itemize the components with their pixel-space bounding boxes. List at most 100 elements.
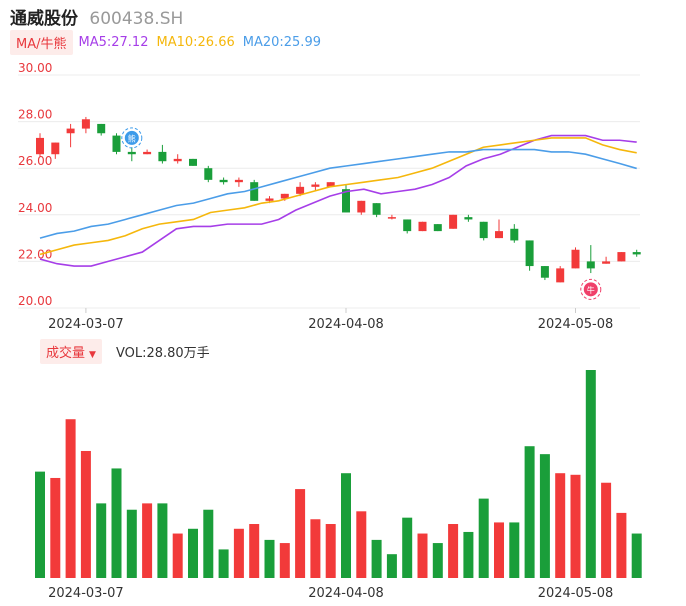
ma-legend: MA/牛熊 MA5:27.12 MA10:26.66 MA20:25.99 [10,29,329,55]
volume-bar [585,370,596,578]
ma20-label: MA20:25.99 [242,34,321,50]
candle-body [449,214,458,229]
volume-bar [371,539,382,578]
volume-bar [249,524,260,578]
stock-title: 通威股份 600438.SH [10,4,183,29]
volume-bar [65,419,76,578]
x-tick-label: 2024-04-08 [308,586,384,601]
volume-legend: 成交量 ▼ VOL:28.80万手 [40,338,210,364]
candle-body [127,151,136,155]
candle-body [556,268,565,283]
ma10-line [39,137,637,256]
volume-bar [172,533,183,578]
ma5-line [39,134,637,267]
candle-body [66,128,75,134]
volume-bar [96,503,107,578]
volume-bar [35,471,45,578]
signal-marker-ring [580,278,602,300]
volume-bar [616,512,627,578]
candle-body [250,182,259,201]
x-tick-label: 2024-05-08 [538,586,614,601]
signal-marker-ring [121,127,143,149]
candle-body [525,240,534,267]
candle-body [219,179,228,183]
candle-body [632,252,641,255]
candle-body [97,123,106,134]
volume-bar [188,528,198,578]
candle-body [479,221,488,239]
volume-value: VOL:28.80万手 [115,345,210,361]
volume-bar [111,468,122,578]
volume-indicator-dropdown[interactable]: 成交量 ▼ [40,338,102,364]
candle-body [51,142,60,155]
y-tick-label: 26.00 [18,154,52,168]
candle-body [602,261,611,264]
volume-bar [80,450,91,578]
candle-body [464,217,473,220]
volume-bar [570,474,581,578]
moving-average-lines [39,134,637,267]
volume-bar [356,511,367,578]
candle-body [36,137,44,155]
date-axis: 2024-03-07 2024-04-08 2024-05-08 [48,308,613,332]
ma5-label: MA5:27.12 [78,34,149,50]
volume-toggle-label: 成交量 [46,345,86,361]
volume-bar [50,477,61,578]
signal-marker-dot [124,130,139,145]
y-tick-label: 20.00 [18,294,52,308]
price-grid [18,74,640,309]
candle-body [342,189,350,213]
candle-body [387,217,396,219]
candle-body [586,261,595,269]
signal-marker-dot [583,282,598,297]
volume-bar [494,522,504,578]
candle-body [540,266,549,278]
candle-body [173,158,182,162]
y-tick-label: 22.00 [18,247,52,261]
volume-bar [432,543,443,578]
price-axis: 30.00 28.00 26.00 24.00 22.00 20.00 [18,61,52,308]
candle-body [495,231,503,239]
volume-bar [264,539,275,578]
volume-bar [386,554,397,578]
candle-body [571,249,580,269]
candle-body [265,198,274,201]
candle-body [204,168,213,180]
x-tick-label: 2024-03-07 [48,317,124,332]
candle-body [418,221,427,232]
x-tick-label: 2024-04-08 [308,317,384,332]
volume-bar [402,517,413,578]
stock-code: 600438.SH [89,9,184,29]
candle-body [617,252,626,262]
candle-body [189,158,197,166]
volume-bar [295,489,306,578]
volume-bar [524,446,535,578]
volume-bar [325,524,336,578]
volume-bar [341,473,351,578]
volume-bar [631,533,642,578]
x-tick-label: 2024-03-07 [48,586,124,601]
candle-body [158,151,167,162]
candle-body [143,151,152,155]
volume-bar [218,549,229,578]
volume-bar [126,509,137,578]
volume-bar [310,519,321,578]
x-tick-label: 2024-05-08 [538,317,614,332]
volume-bar [142,503,153,578]
stock-name: 通威股份 [10,9,78,29]
volume-bar [478,498,489,578]
ma20-line [39,148,637,239]
candle-body [372,203,381,215]
volume-bar [555,473,566,578]
candle-body [311,184,320,187]
candle-body [403,219,412,232]
volume-bars [35,370,642,578]
ma-toggle-button[interactable]: MA/牛熊 [10,29,73,55]
candle-body [81,119,90,129]
volume-bar [509,522,520,578]
dropdown-arrow-icon: ▼ [89,349,96,360]
volume-bar [203,509,214,578]
volume-bar [601,482,612,578]
candle-body [357,200,366,213]
